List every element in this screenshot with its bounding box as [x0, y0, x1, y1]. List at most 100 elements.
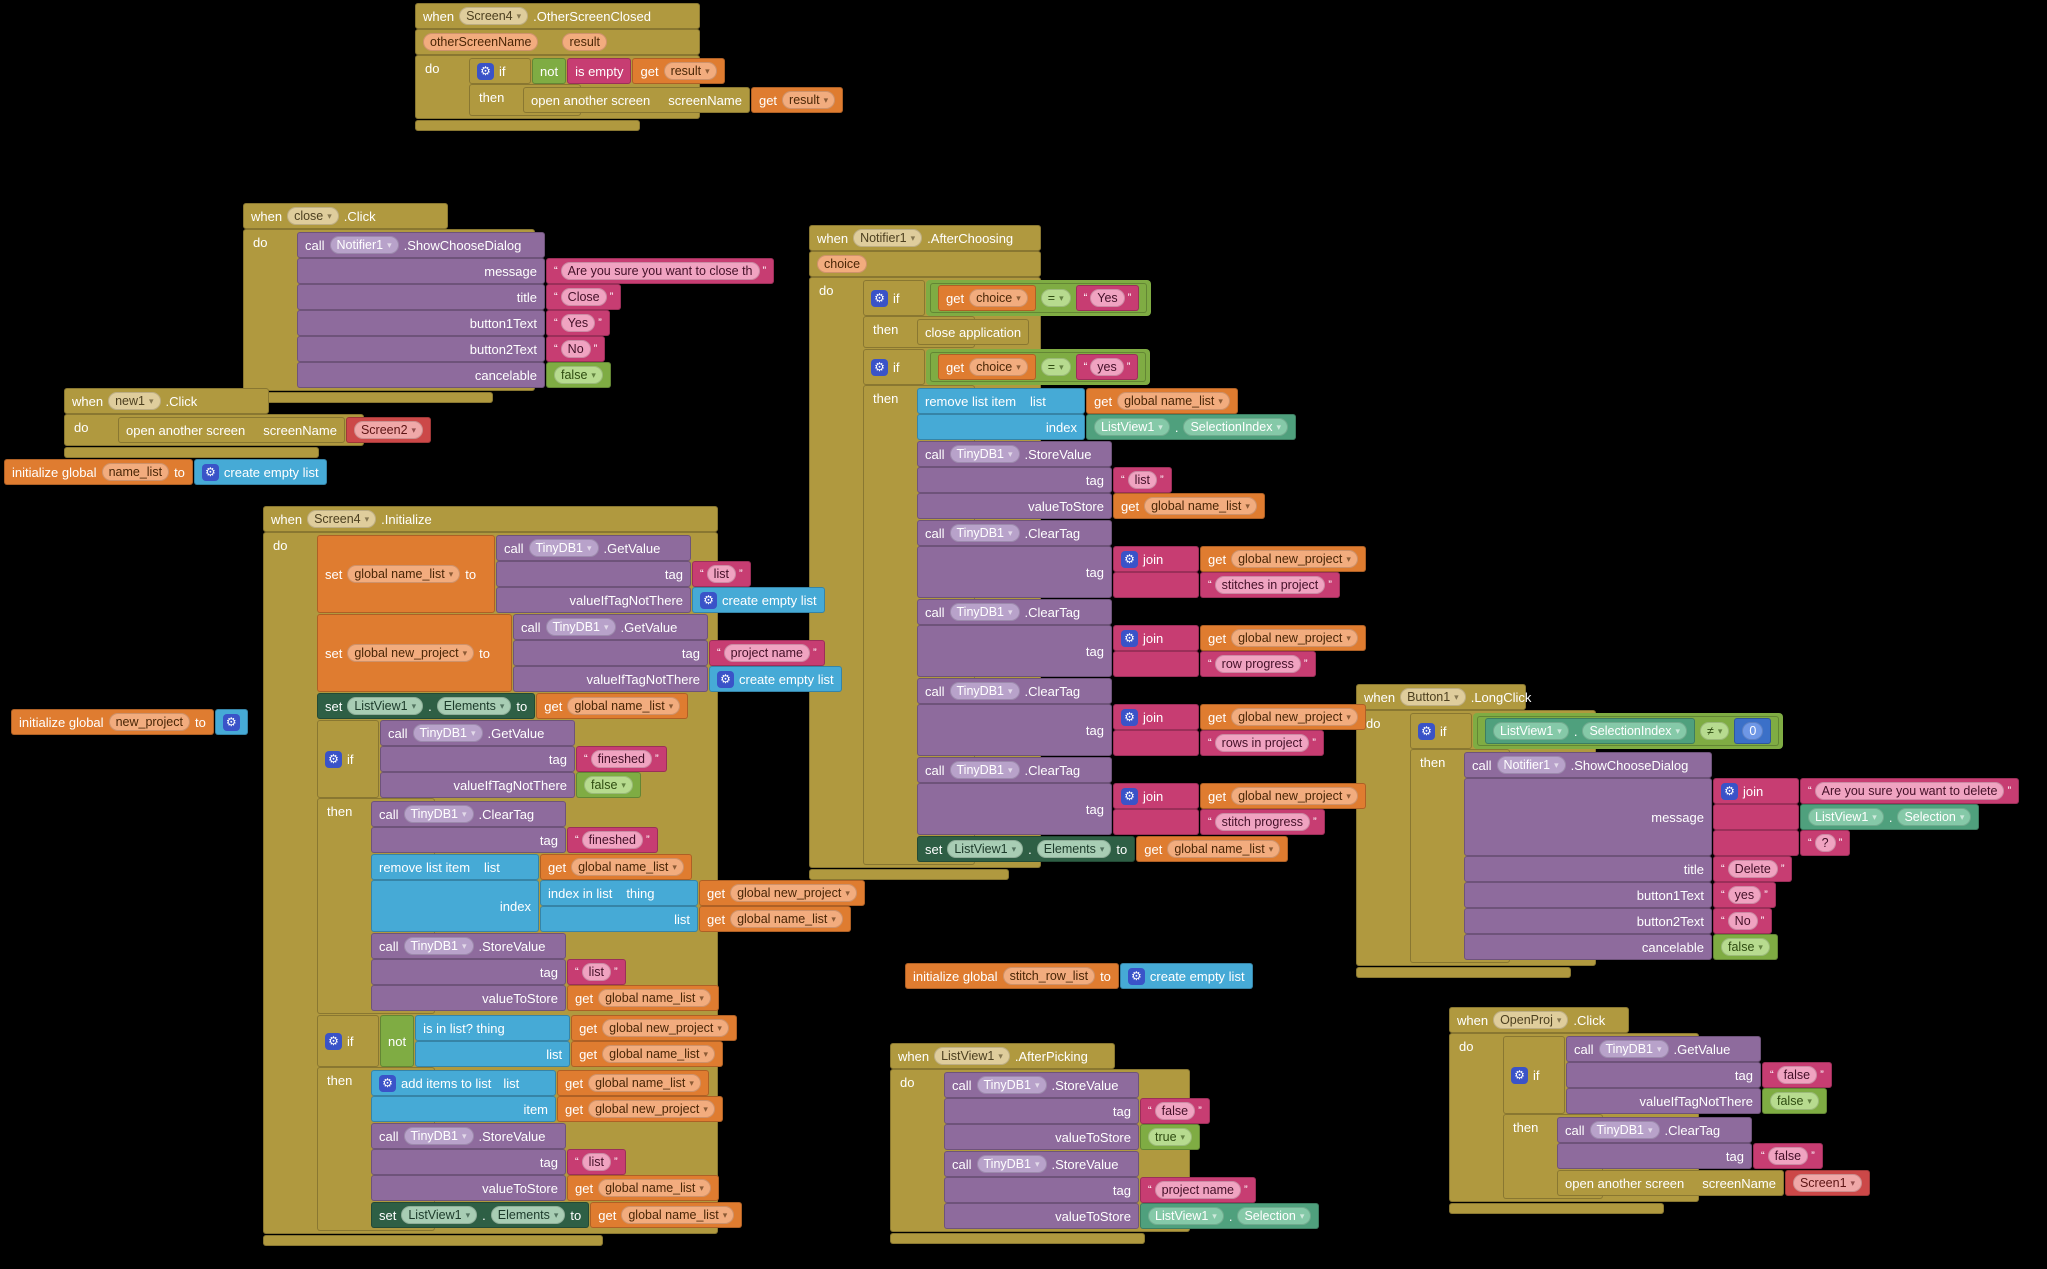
mutator-gear-icon[interactable]: ⚙ [201, 463, 219, 481]
open-another-screen-block[interactable]: open another screen screenName Screen1 ▾ [1557, 1170, 1871, 1196]
initialize-global-stitch-row-list[interactable]: initialize global stitch_row_list to ⚙ creat… [905, 963, 1253, 989]
field-choice[interactable]: choice [817, 255, 868, 273]
dropdown-button1[interactable]: Button1 ▾ [1400, 688, 1466, 706]
dropdown-global-new-project[interactable]: global new_project ▾ [602, 1019, 729, 1037]
dropdown-listview1[interactable]: ListView1 ▾ [347, 697, 424, 715]
get-global-new-project[interactable]: get global new_project ▾ [571, 1015, 737, 1041]
mutator-gear-icon[interactable]: ⚙ [325, 750, 342, 768]
mutator-gear-icon[interactable]: ⚙ [1418, 722, 1435, 740]
get-global-name-list[interactable]: get global name_list ▾ [567, 1175, 719, 1201]
cluster-when-new1-click[interactable]: when new1 ▾ .Click do open another screen scre… [64, 388, 432, 458]
dropdown-screen1[interactable]: Screen1 ▾ [1792, 1174, 1863, 1192]
get-global-new-project[interactable]: get global new_project ▾ [1200, 704, 1366, 730]
mutator-gear-icon[interactable]: ⚙ [871, 289, 888, 307]
text-string-field[interactable]: Delete [1727, 860, 1778, 878]
dropdown-tinydb1[interactable]: TinyDB1 ▾ [545, 618, 616, 636]
call-tinydb1-cleartag[interactable]: call TinyDB1 ▾ .ClearTag tag ⚙ join get global n… [917, 678, 1366, 756]
set-global-name-list[interactable]: set global name_list ▾ to call TinyDB1 ▾ .GetVa… [317, 535, 825, 613]
dropdown-global-new-project[interactable]: global new_project ▾ [1231, 787, 1358, 805]
text-string-field[interactable]: false [1776, 1066, 1818, 1084]
create-empty-list-block[interactable]: ⚙ [214, 709, 248, 735]
index-in-list-block[interactable]: index in list thing get global new_project ▾… [540, 880, 865, 932]
dropdown-global-name-list[interactable]: global name_list ▾ [602, 1045, 716, 1063]
dropdown-global-new-project[interactable]: global new_project ▾ [1231, 550, 1358, 568]
cluster-when-listview1-afterpicking[interactable]: when ListView1 ▾ .AfterPicking do call TinyDB1… [890, 1043, 1320, 1244]
dropdown-x[interactable]: = ▾ [1040, 358, 1071, 376]
remove-list-item-block[interactable]: remove list item list get global name_list ▾… [917, 388, 1296, 440]
event-new1-click[interactable]: when new1 ▾ .Click do open another screen scre… [64, 388, 432, 458]
text-string-field[interactable]: fineshed [590, 750, 652, 768]
dropdown-true[interactable]: true ▾ [1148, 1128, 1193, 1146]
cluster-init-new-project[interactable]: initialize global new_project to ⚙ [11, 709, 248, 735]
mutator-gear-icon[interactable]: ⚙ [871, 358, 888, 376]
close-application-block[interactable]: close application [917, 319, 1030, 345]
text-string-field[interactable]: project name [723, 644, 810, 662]
set-global-new-project[interactable]: set global new_project ▾ to call TinyDB1 ▾ .Get… [317, 614, 842, 692]
call-tinydb1-storevalue[interactable]: call TinyDB1 ▾ .StoreValue tag “list” valueToS… [371, 933, 719, 1011]
listview1-selectionindex-block[interactable]: ListView1 ▾. SelectionIndex ▾ [1485, 718, 1695, 744]
logic-false-block[interactable]: false ▾ [546, 362, 611, 388]
open-another-screen-block[interactable]: open another screen screenName get result ▾ [523, 87, 844, 113]
screen1-dropdown-block[interactable]: Screen1 ▾ [1784, 1170, 1871, 1196]
mutator-gear-icon[interactable]: ⚙ [1121, 629, 1138, 647]
create-empty-list-block[interactable]: ⚙ create empty list [193, 459, 327, 485]
get-global-new-project[interactable]: get global new_project ▾ [1200, 546, 1366, 572]
dropdown-choice[interactable]: choice ▾ [969, 358, 1028, 376]
cluster-when-button1-longclick[interactable]: when Button1 ▾ .LongClick do ⚙ if ListView1 ▾. Se… [1356, 684, 2020, 978]
dropdown-screen4[interactable]: Screen4 ▾ [459, 7, 529, 25]
dropdown-choice[interactable]: choice ▾ [969, 289, 1028, 307]
text-string-block[interactable]: “project name” [1140, 1177, 1256, 1203]
call-tinydb1-storevalue[interactable]: call TinyDB1 ▾ .StoreValue tag “project name”… [944, 1151, 1320, 1229]
dropdown-selectionindex[interactable]: SelectionIndex ▾ [1582, 722, 1687, 740]
dropdown-tinydb1[interactable]: TinyDB1 ▾ [412, 724, 483, 742]
dropdown-new1[interactable]: new1 ▾ [108, 392, 161, 410]
logic-false-block[interactable]: false ▾ [1762, 1088, 1827, 1114]
call-tinydb1-storevalue[interactable]: call TinyDB1 ▾ .StoreValue tag “list” valueToS… [371, 1123, 719, 1201]
is-in-list-block[interactable]: is in list? thing get global new_project ▾ l… [415, 1015, 737, 1067]
mutator-gear-icon[interactable]: ⚙ [1721, 782, 1738, 800]
cluster-init-name-list[interactable]: initialize global name_list to ⚙ create empt… [4, 459, 327, 485]
dropdown-screen4[interactable]: Screen4 ▾ [307, 510, 377, 528]
text-string-field[interactable]: Yes [1090, 289, 1125, 307]
mutator-gear-icon[interactable]: ⚙ [1127, 967, 1145, 985]
text-string-field[interactable]: list [581, 963, 611, 981]
get-global-name-list[interactable]: get global name_list ▾ [1086, 388, 1238, 414]
dropdown-tinydb1[interactable]: TinyDB1 ▾ [403, 937, 474, 955]
dropdown-x[interactable]: = ▾ [1040, 289, 1071, 307]
mutator-gear-icon[interactable]: ⚙ [717, 670, 734, 688]
get-global-new-project[interactable]: get global new_project ▾ [699, 880, 865, 906]
not-equals-block[interactable]: ListView1 ▾. SelectionIndex ▾ ≠ ▾ 0 [1473, 713, 1784, 749]
cluster-when-screen4-otherscreenclosed[interactable]: when Screen4 ▾ .OtherScreenClosed otherScree… [415, 3, 844, 131]
if-block[interactable]: ⚙ if call TinyDB1 ▾ .GetValue tag “fineshed” val… [317, 720, 865, 1014]
event-notifier1-afterchoosing[interactable]: when Notifier1 ▾ .AfterChoosing choice do ⚙ if g… [809, 225, 1366, 880]
event-close-click[interactable]: when close ▾ .Click do call Notifier1 ▾ .ShowCho… [243, 203, 775, 403]
cluster-when-close-click[interactable]: when close ▾ .Click do call Notifier1 ▾ .ShowCho… [243, 203, 775, 403]
call-tinydb1-getvalue[interactable]: call TinyDB1 ▾ .GetValue tag “project name” va… [513, 614, 842, 692]
mutator-gear-icon[interactable]: ⚙ [1511, 1066, 1528, 1084]
text-string-field[interactable]: rows in project [1214, 734, 1310, 752]
dropdown-listview1[interactable]: ListView1 ▾ [947, 840, 1024, 858]
dropdown-global-new-project[interactable]: global new_project ▾ [588, 1100, 715, 1118]
text-string-block[interactable]: “fineshed” [576, 746, 667, 772]
dropdown-x[interactable]: ≠ ▾ [1699, 722, 1730, 740]
mutator-gear-icon[interactable]: ⚙ [1121, 708, 1138, 726]
create-empty-list-block[interactable]: ⚙ create empty list [1119, 963, 1253, 989]
cluster-when-openproj-click[interactable]: when OpenProj ▾ .Click do ⚙ if call TinyDB1 ▾ .Get… [1449, 1007, 1871, 1214]
dropdown-notifier1[interactable]: Notifier1 ▾ [853, 229, 923, 247]
get-global-name-list[interactable]: get global name_list ▾ [540, 854, 692, 880]
text-string-field[interactable]: list [1127, 471, 1157, 489]
text-string-block[interactable]: “list” [567, 1149, 626, 1175]
text-string-field[interactable]: No [560, 340, 591, 358]
dropdown-global-name-list[interactable]: global name_list ▾ [621, 1206, 735, 1224]
get-global-name-list[interactable]: get global name_list ▾ [567, 985, 719, 1011]
dropdown-screen2[interactable]: Screen2 ▾ [353, 421, 424, 439]
if-block[interactable]: ⚙ if not is empty get result ▾ then open another… [469, 58, 844, 116]
join-block[interactable]: ⚙ join get global new_project ▾ “stitches in … [1113, 546, 1366, 598]
event-screen4-otherscreenclosed[interactable]: when Screen4 ▾ .OtherScreenClosed otherScree… [415, 3, 844, 131]
text-string-field[interactable]: project name [1154, 1181, 1241, 1199]
text-string-field[interactable]: row progress [1214, 655, 1301, 673]
text-string-field[interactable]: Are you sure you want to close th [560, 262, 760, 280]
dropdown-global-name-list[interactable]: global name_list ▾ [571, 858, 684, 876]
text-string-block[interactable]: “stitch progress” [1200, 809, 1325, 835]
text-string-block[interactable]: “No” [1713, 908, 1773, 934]
